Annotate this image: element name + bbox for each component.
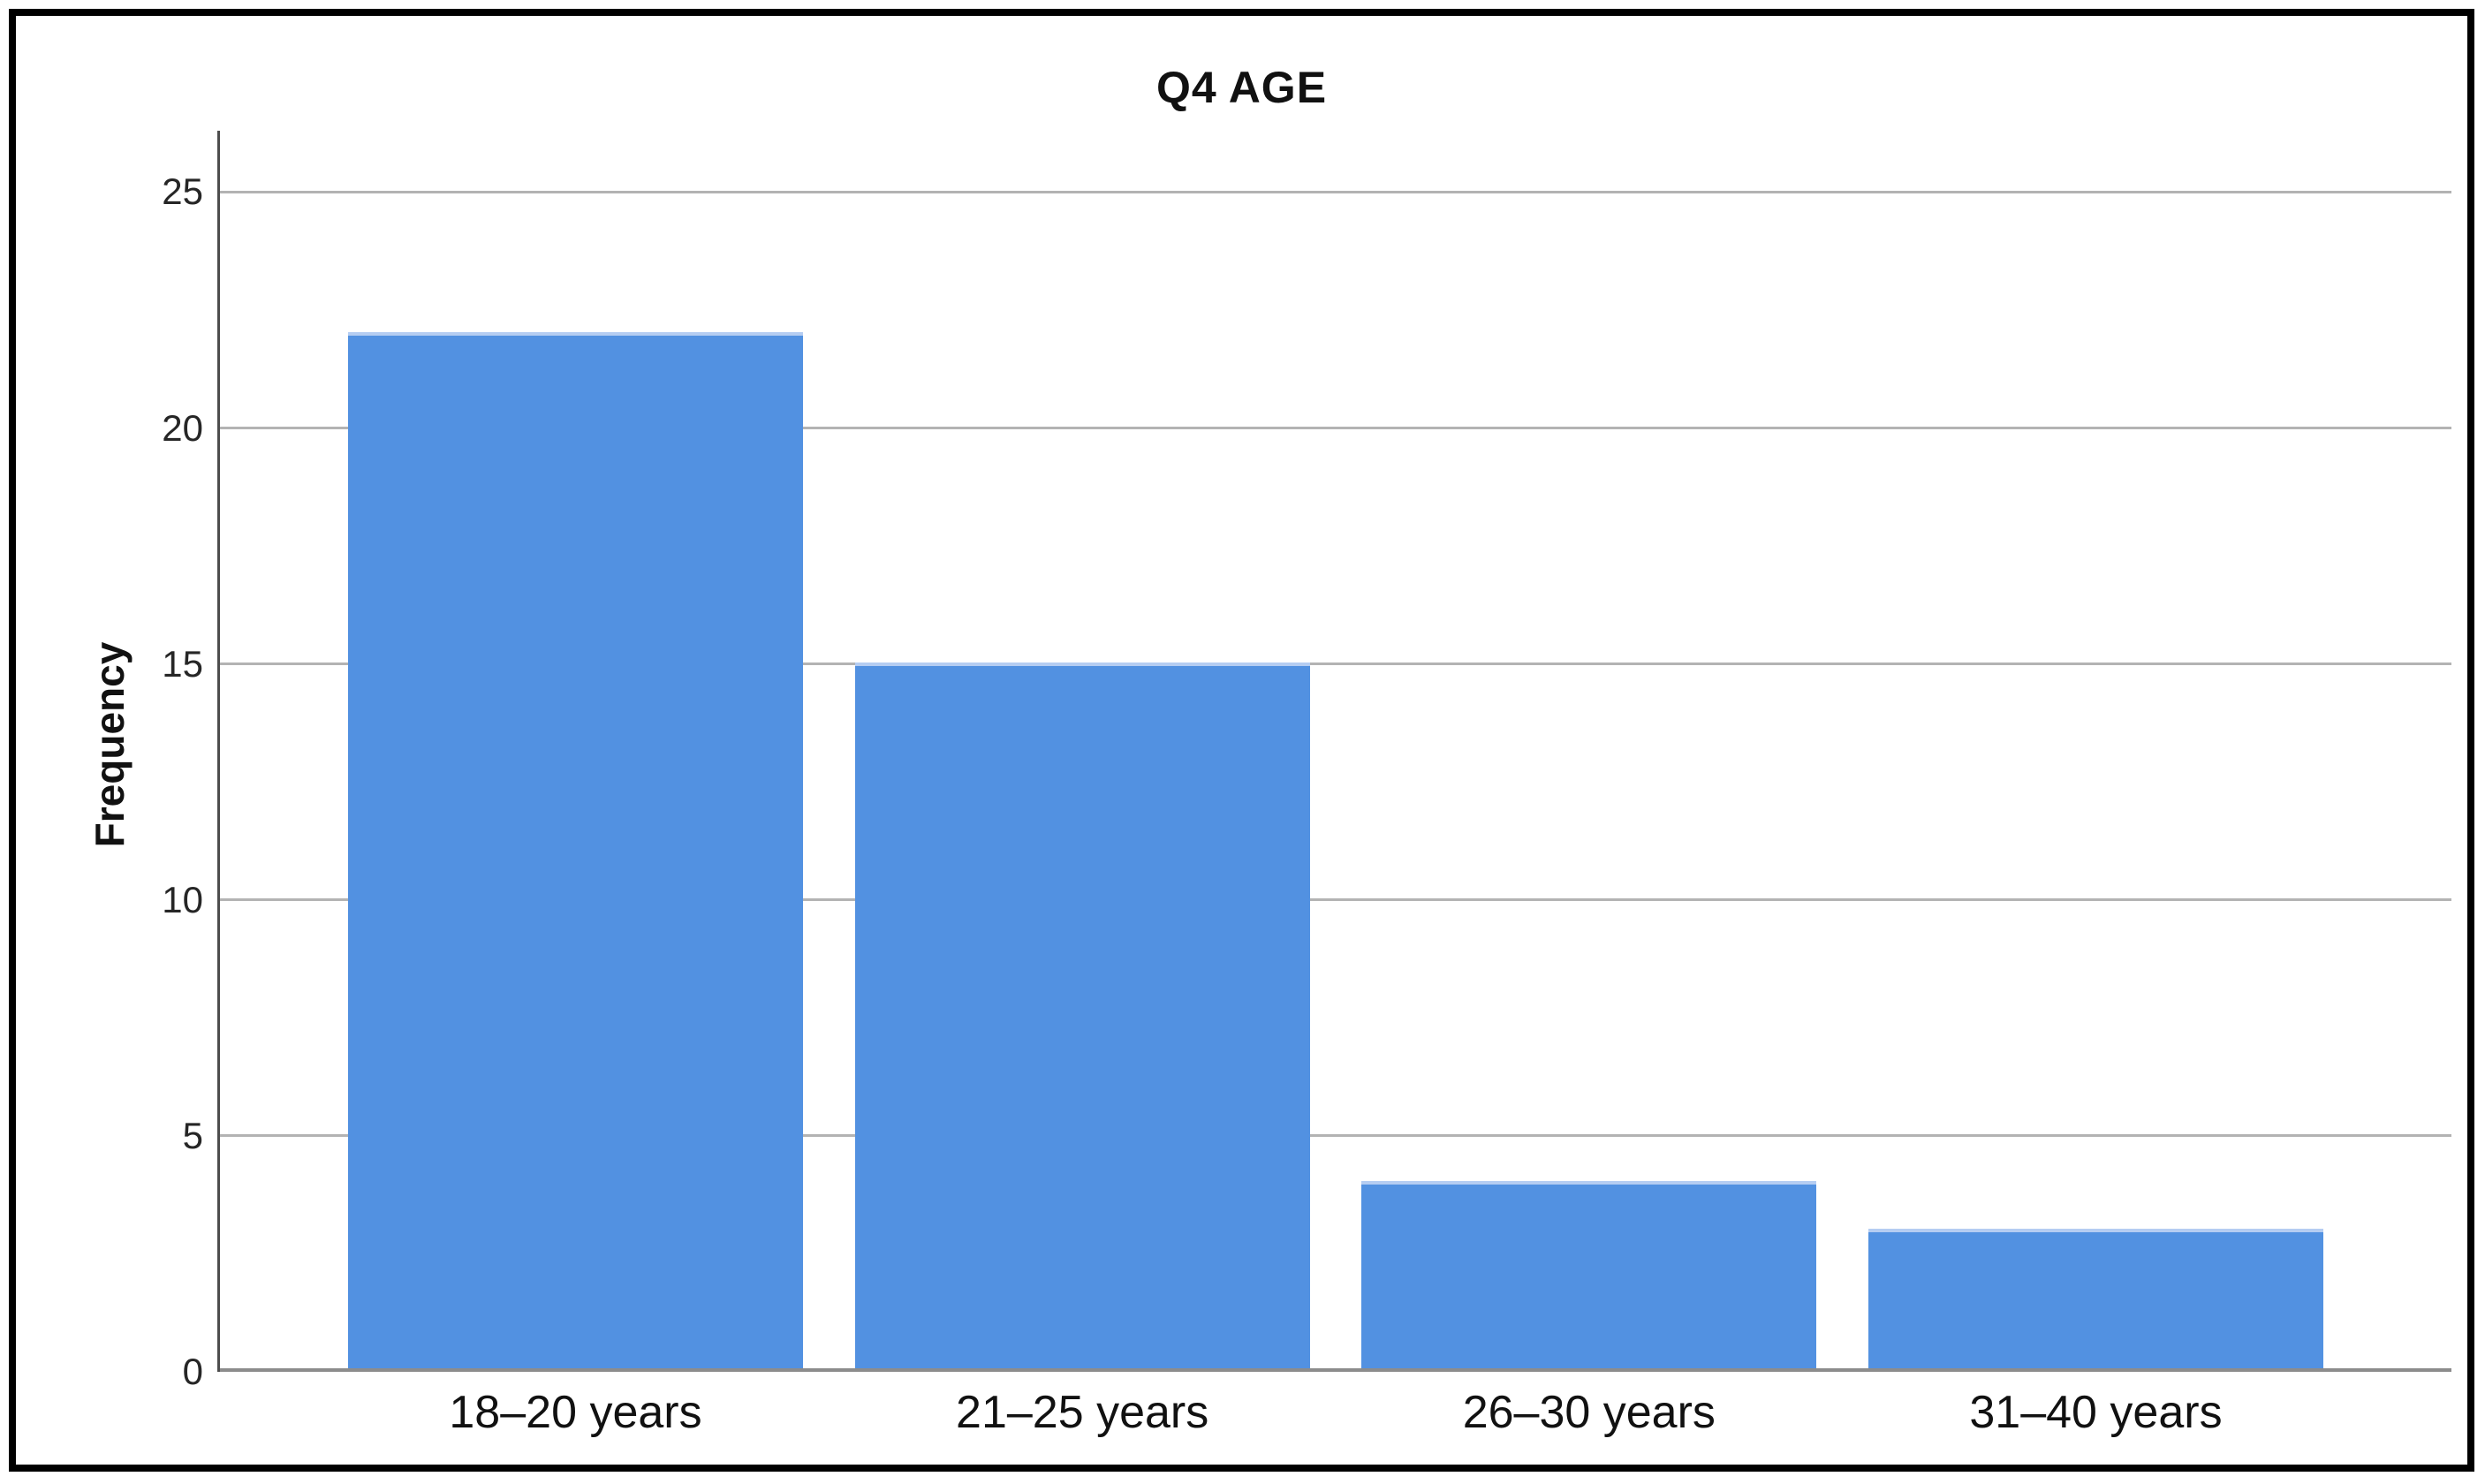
plot-area (217, 131, 2451, 1372)
gridline (220, 427, 2451, 430)
category-label: 21–25 years (956, 1387, 1209, 1438)
y-tick-label: 15 (162, 642, 203, 685)
gridline (220, 898, 2451, 902)
y-tick-label: 20 (162, 406, 203, 449)
y-tick-label: 5 (182, 1114, 203, 1156)
gridline (220, 662, 2451, 666)
y-tick-label: 25 (162, 170, 203, 213)
bar (1361, 1181, 1817, 1370)
y-axis-line (217, 131, 220, 1372)
category-label: 26–30 years (1462, 1387, 1716, 1438)
gridline (220, 1134, 2451, 1138)
category-label: 31–40 years (1969, 1387, 2223, 1438)
y-tick-label: 0 (182, 1351, 203, 1392)
category-label: 18–20 years (449, 1387, 702, 1438)
gridline (220, 190, 2451, 193)
bar (348, 331, 803, 1370)
y-axis-tick-labels: 0 5 10 15 20 25 (16, 131, 203, 1390)
bar (1868, 1228, 2323, 1370)
bar (854, 662, 1310, 1370)
bars-row (220, 131, 2451, 1372)
chart-title: Q4 AGE (1155, 63, 1328, 112)
x-axis-category-labels: 18–20 years 21–25 years 26–30 years 31–40 y… (220, 1386, 2451, 1439)
y-tick-label: 10 (162, 878, 203, 920)
chart-outer-border: Q4 AGE Frequency 0 5 10 15 20 25 18–20 years 2… (9, 9, 2474, 1472)
x-axis-line (220, 1368, 2451, 1372)
